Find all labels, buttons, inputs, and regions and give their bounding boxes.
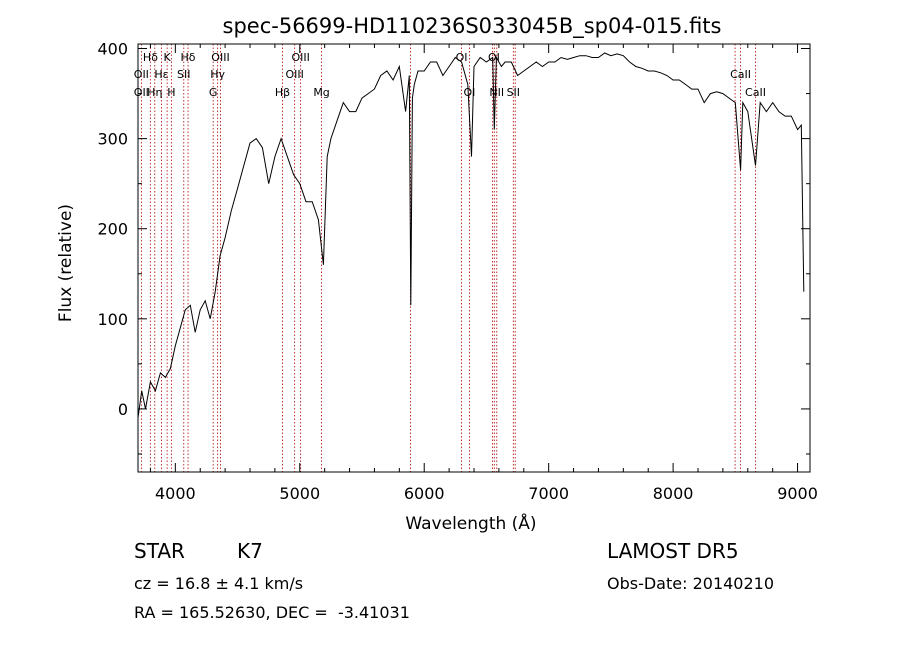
x-tick-label: 5000 — [279, 484, 320, 503]
y-axis: 0 100 200 300 400 — [97, 40, 810, 455]
line-label: SII — [177, 68, 190, 81]
line-label: CaII — [730, 68, 751, 81]
coordinates: RA = 165.52630, DEC = -3.41031 — [134, 603, 410, 622]
line-label: NII — [489, 86, 504, 99]
chart-title: spec-56699-HD110236S033045B_sp04-015.fit… — [223, 14, 722, 39]
line-label: Hβ — [275, 86, 290, 99]
line-label: OI — [463, 86, 475, 99]
x-axis: 4000 5000 6000 7000 8000 9000 — [149, 44, 818, 503]
obs-date: Obs-Date: 20140210 — [607, 574, 775, 593]
line-label: Hη — [147, 86, 162, 99]
redshift-cz: cz = 16.8 ± 4.1 km/s — [134, 574, 304, 593]
x-tick-label: 9000 — [777, 484, 818, 503]
line-label: SII — [507, 86, 520, 99]
plot-frame — [137, 43, 811, 473]
y-tick-label: 0 — [118, 400, 128, 419]
line-label: K — [164, 51, 172, 64]
line-label: OI — [488, 51, 500, 64]
y-tick-label: 200 — [97, 220, 128, 239]
line-label: OIII — [291, 51, 309, 64]
line-label: Hγ — [210, 68, 225, 81]
line-label: Mg — [313, 86, 329, 99]
x-tick-label: 8000 — [653, 484, 694, 503]
object-class: STAR — [134, 539, 185, 563]
line-label: OIII — [285, 68, 303, 81]
line-label: G — [209, 86, 218, 99]
line-label: H — [167, 86, 175, 99]
line-label: CaII — [745, 86, 766, 99]
line-label: OII — [134, 68, 149, 81]
x-tick-label: 6000 — [404, 484, 445, 503]
y-tick-label: 400 — [97, 40, 128, 59]
y-tick-label: 100 — [97, 310, 128, 329]
line-label: Hε — [154, 68, 168, 81]
x-tick-label: 7000 — [528, 484, 569, 503]
y-axis-label: Flux (relative) — [56, 204, 76, 322]
line-label: Hδ — [143, 51, 158, 64]
line-markers — [140, 44, 756, 472]
x-tick-label: 4000 — [155, 484, 196, 503]
line-label: OI — [456, 51, 468, 64]
line-label: Hδ — [181, 51, 196, 64]
x-axis-label: Wavelength (Å) — [405, 512, 536, 534]
spectrum-line — [137, 52, 805, 418]
line-label: OIII — [211, 51, 229, 64]
object-subclass: K7 — [237, 539, 263, 563]
survey-name: LAMOST DR5 — [607, 539, 739, 563]
y-tick-label: 300 — [97, 130, 128, 149]
